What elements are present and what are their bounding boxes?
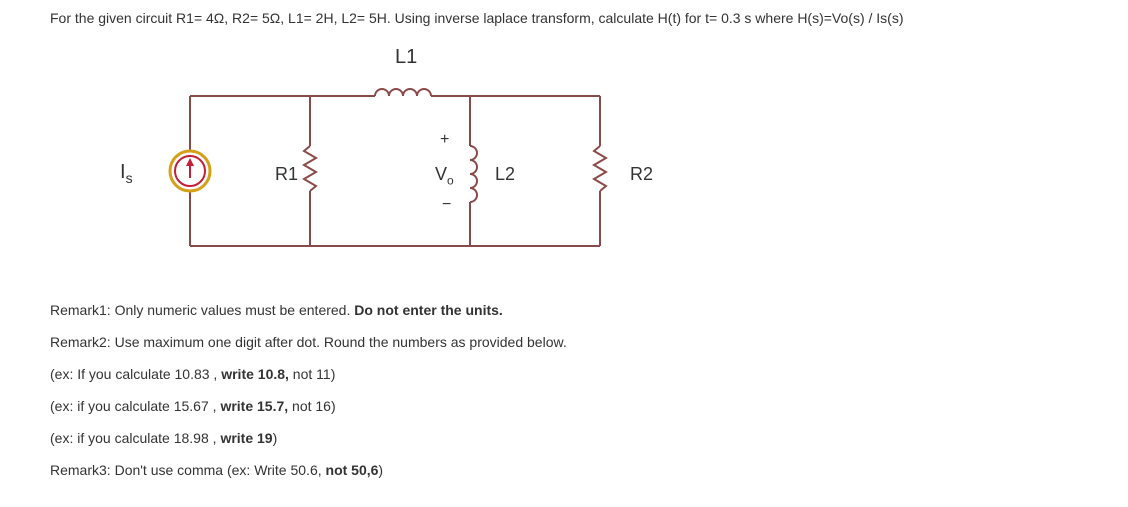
question-text: For the given circuit R1= 4Ω, R2= 5Ω, L1…: [50, 10, 1078, 26]
label-l1: L1: [395, 46, 417, 69]
label-plus: +: [440, 131, 449, 149]
remark1: Remark1: Only numeric values must be ent…: [50, 296, 1078, 324]
label-is: Is: [120, 161, 133, 186]
label-r2: R2: [630, 164, 653, 185]
example2: (ex: if you calculate 15.67 , write 15.7…: [50, 392, 1078, 420]
example1: (ex: If you calculate 10.83 , write 10.8…: [50, 360, 1078, 388]
resistor-r2-icon: [594, 146, 606, 191]
remarks-section: Remark1: Only numeric values must be ent…: [50, 296, 1078, 484]
circuit-diagram: L1 Is R1 + Vo − L2 R2: [110, 56, 710, 276]
resistor-r1-icon: [304, 146, 316, 191]
label-l2: L2: [495, 164, 515, 185]
label-vo: Vo: [435, 164, 454, 188]
remark2: Remark2: Use maximum one digit after dot…: [50, 328, 1078, 356]
remark3: Remark3: Don't use comma (ex: Write 50.6…: [50, 456, 1078, 484]
circuit-svg: [110, 56, 710, 276]
label-minus: −: [442, 196, 451, 214]
inductor-l2-icon: [470, 146, 477, 202]
example3: (ex: if you calculate 18.98 , write 19): [50, 424, 1078, 452]
label-r1: R1: [275, 164, 298, 185]
